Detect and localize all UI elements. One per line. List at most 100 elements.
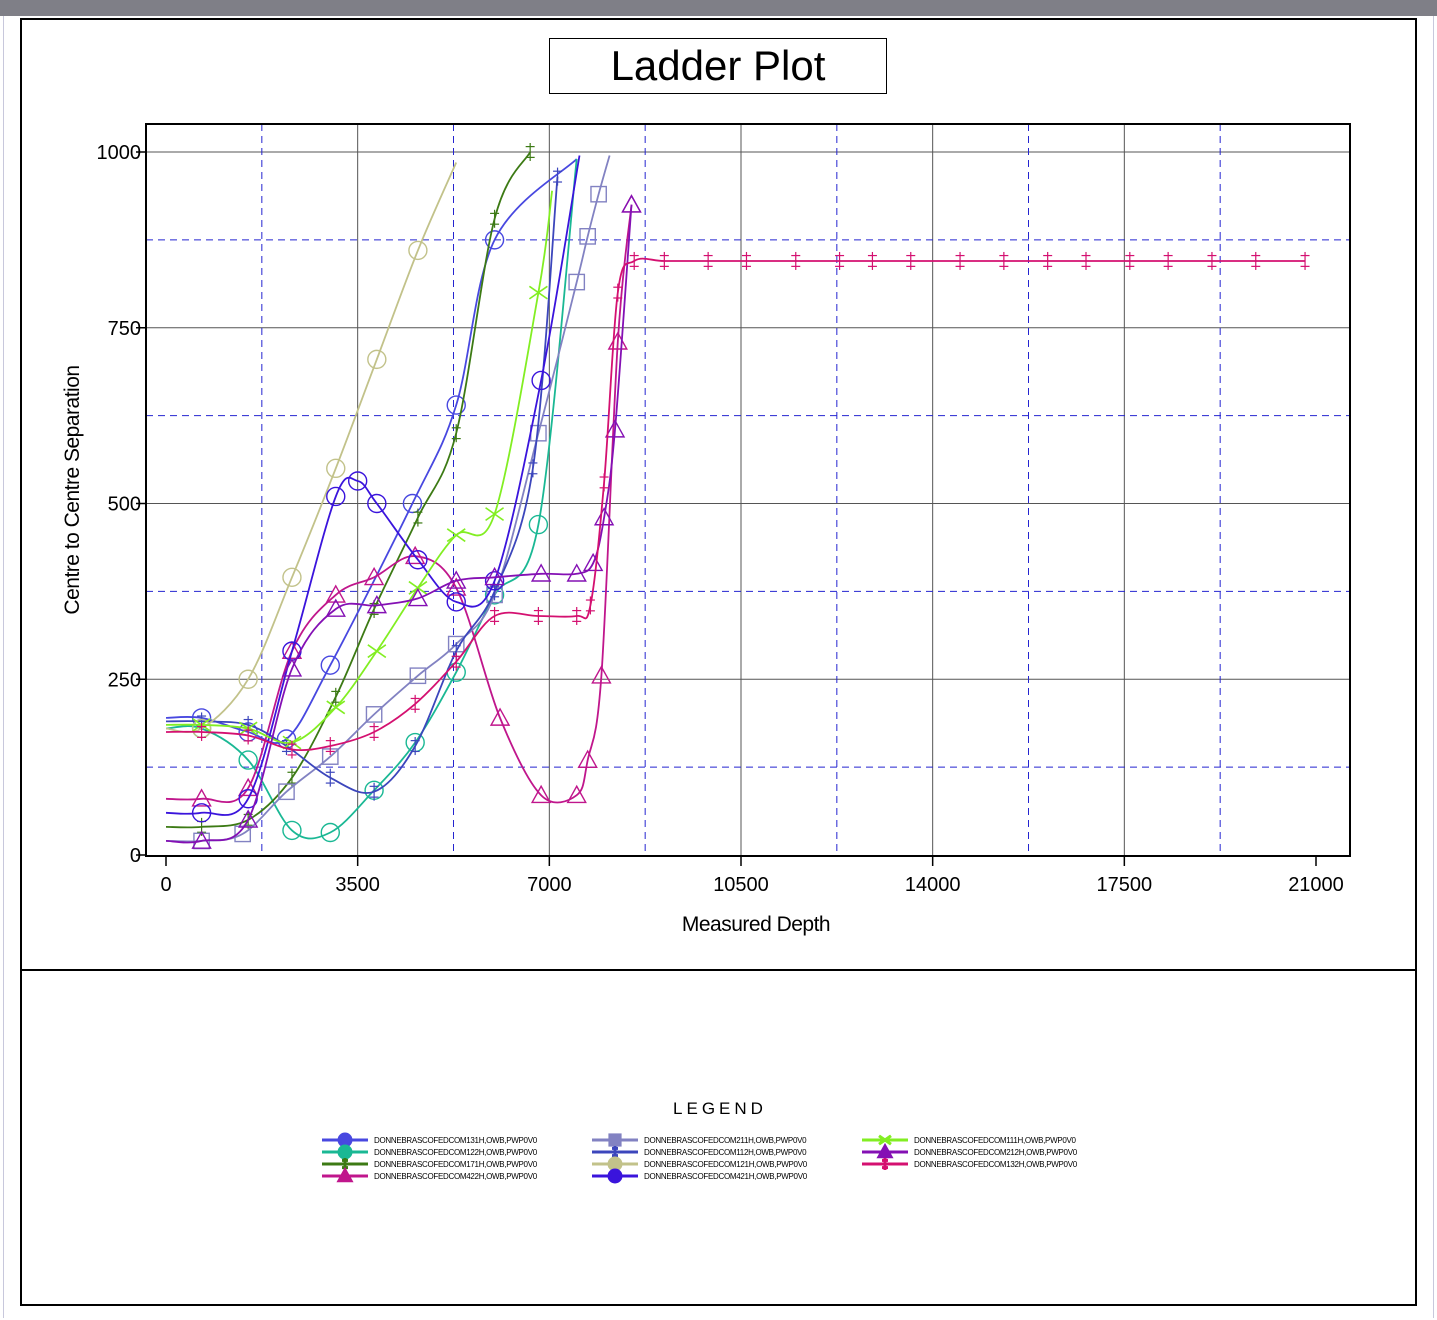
legend-label: DONNEBRASCOFEDCOM111H,OWB,PWP0V0 bbox=[914, 1136, 1077, 1145]
data-point-plus bbox=[451, 424, 461, 443]
data-point-plus bbox=[572, 606, 582, 625]
data-point-triangle bbox=[566, 784, 587, 804]
series-line bbox=[165, 257, 1305, 752]
data-point-plus bbox=[703, 251, 713, 270]
grid-layer bbox=[146, 124, 1350, 856]
data-point-plus bbox=[533, 606, 543, 625]
legend-entry: DONNEBRASCOFEDCOM422H,OWB,PWP0V0 bbox=[322, 1166, 538, 1183]
legend-entry: DONNEBRASCOFEDCOM171H,OWB,PWP0V0 bbox=[322, 1158, 538, 1170]
data-point-triangle bbox=[582, 552, 604, 572]
legend-entry: DONNEBRASCOFEDCOM122H,OWB,PWP0V0 bbox=[322, 1144, 538, 1160]
data-point-triangle bbox=[363, 566, 385, 586]
data-point-circle bbox=[484, 571, 505, 591]
data-point-circle bbox=[607, 1168, 623, 1184]
series-2 bbox=[165, 158, 578, 843]
data-point-triangle bbox=[566, 563, 587, 582]
data-point-plus bbox=[1163, 251, 1173, 270]
data-point-circle bbox=[367, 493, 387, 514]
data-point-triangle bbox=[281, 658, 303, 677]
data-point-plus bbox=[243, 726, 253, 745]
data-point-triangle bbox=[237, 809, 259, 828]
legend-entry: DONNEBRASCOFEDCOM121H,OWB,PWP0V0 bbox=[592, 1156, 808, 1172]
x-stroke bbox=[326, 700, 346, 715]
data-point-x bbox=[528, 285, 548, 300]
data-point-plus bbox=[1081, 251, 1091, 270]
legend-label: DONNEBRASCOFEDCOM122H,OWB,PWP0V0 bbox=[374, 1148, 538, 1157]
data-point-circle bbox=[402, 493, 423, 514]
data-point-triangle bbox=[484, 566, 505, 586]
data-point-x bbox=[446, 528, 466, 543]
data-point-plus bbox=[490, 209, 500, 228]
data-point-square bbox=[579, 228, 597, 245]
series-line bbox=[165, 204, 633, 804]
data-point-circle bbox=[238, 669, 258, 689]
data-point-triangle bbox=[530, 563, 552, 582]
data-point-plus bbox=[835, 251, 845, 270]
data-point-plus bbox=[867, 251, 877, 270]
x-tick-label: 7000 bbox=[527, 874, 572, 896]
data-point-plus bbox=[882, 1158, 888, 1170]
y-tick-label: 500 bbox=[108, 494, 141, 516]
data-point-triangle bbox=[407, 587, 429, 607]
data-point-triangle bbox=[621, 194, 642, 213]
x-axis-title: Measured Depth bbox=[682, 913, 830, 936]
data-point-triangle bbox=[325, 584, 346, 603]
window-top-bar bbox=[0, 0, 1437, 16]
data-point-circle bbox=[347, 471, 368, 491]
data-point-x bbox=[878, 1134, 892, 1146]
data-point-plus bbox=[490, 606, 500, 625]
x-tick-label: 0 bbox=[160, 874, 171, 896]
series-line bbox=[165, 176, 559, 794]
x-stroke bbox=[408, 580, 428, 595]
data-point-plus bbox=[955, 251, 965, 270]
legend-label: DONNEBRASCOFEDCOM121H,OWB,PWP0V0 bbox=[644, 1160, 808, 1169]
data-point-plus bbox=[525, 143, 535, 161]
data-point-plus bbox=[999, 251, 1009, 270]
series-line bbox=[165, 158, 578, 840]
legend-label: DONNEBRASCOFEDCOM421H,OWB,PWP0V0 bbox=[644, 1172, 808, 1181]
data-point-triangle bbox=[191, 830, 212, 849]
x-tick-label: 3500 bbox=[335, 874, 380, 896]
series-line bbox=[165, 204, 633, 844]
data-point-plus bbox=[325, 737, 335, 756]
y-tick-label: 0 bbox=[130, 845, 141, 867]
data-point-plus bbox=[585, 596, 595, 615]
data-point-square bbox=[409, 667, 427, 685]
series-line bbox=[165, 162, 458, 734]
y-tick-label: 750 bbox=[108, 318, 141, 340]
data-point-circle bbox=[531, 370, 551, 391]
x-tick-label: 17500 bbox=[1097, 874, 1153, 896]
data-point-plus bbox=[325, 768, 335, 787]
data-point-triangle bbox=[593, 507, 615, 526]
data-point-x bbox=[408, 580, 428, 595]
x-stroke bbox=[446, 528, 466, 543]
series-line bbox=[165, 155, 581, 816]
data-point-triangle bbox=[876, 1142, 894, 1159]
legend-label: DONNEBRASCOFEDCOM112H,OWB,PWP0V0 bbox=[644, 1148, 807, 1157]
data-point-circle bbox=[528, 514, 549, 535]
data-point-plus bbox=[741, 251, 751, 270]
data-point-circle bbox=[326, 458, 346, 479]
legend-entry: DONNEBRASCOFEDCOM131H,OWB,PWP0V0 bbox=[322, 1132, 538, 1148]
x-stroke bbox=[367, 644, 387, 659]
data-point-circle bbox=[367, 349, 387, 370]
data-point-triangle bbox=[604, 419, 626, 438]
data-point-plus bbox=[906, 251, 916, 270]
data-point-plus bbox=[369, 722, 379, 741]
data-point-plus bbox=[553, 167, 563, 186]
legend-label: DONNEBRASCOFEDCOM131H,OWB,PWP0V0 bbox=[374, 1136, 538, 1145]
data-point-plus bbox=[599, 473, 609, 492]
data-point-plus bbox=[331, 687, 341, 706]
data-point-triangle bbox=[489, 707, 511, 726]
chart-title: Ladder Plot bbox=[549, 38, 887, 94]
legend-entry: DONNEBRASCOFEDCOM132H,OWB,PWP0V0 bbox=[862, 1158, 1078, 1170]
data-point-square bbox=[365, 706, 383, 723]
data-point-plus bbox=[629, 251, 639, 270]
legend-entries: DONNEBRASCOFEDCOM131H,OWB,PWP0V0 DONNEBRA… bbox=[322, 1132, 1078, 1184]
data-point-circle bbox=[446, 395, 466, 415]
series-10 bbox=[165, 194, 642, 849]
data-point-circle bbox=[337, 1132, 353, 1148]
legend-entry: DONNEBRASCOFEDCOM112H,OWB,PWP0V0 bbox=[592, 1146, 807, 1158]
legend-label: DONNEBRASCOFEDCOM171H,OWB,PWP0V0 bbox=[374, 1160, 538, 1169]
